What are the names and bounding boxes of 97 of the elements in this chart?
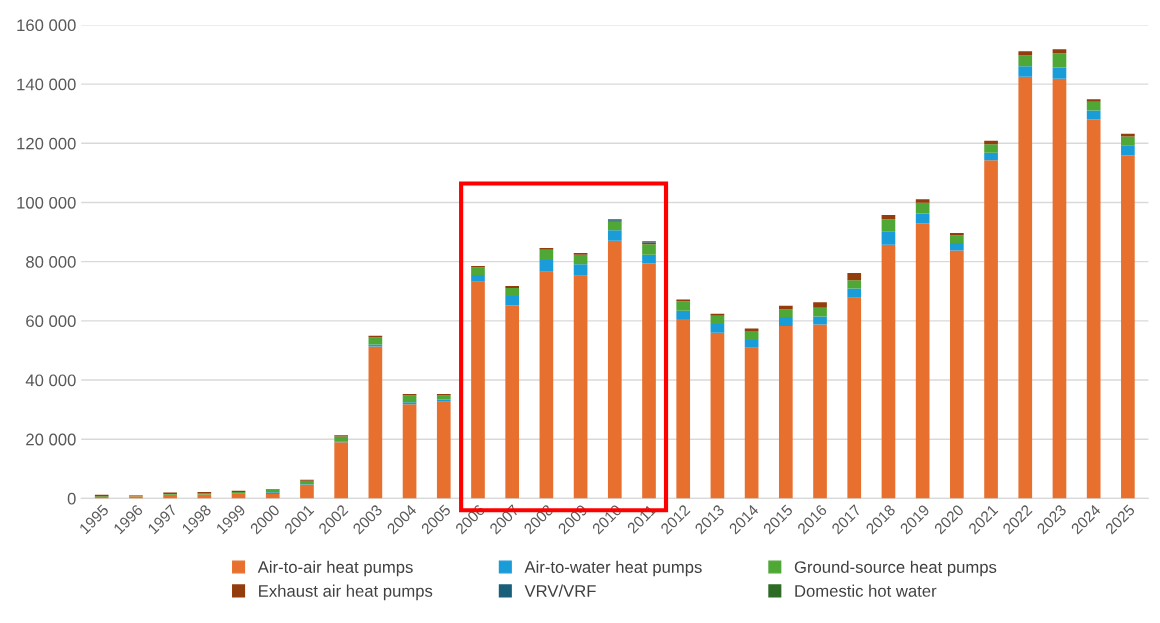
y-tick-label: 0 [67,492,76,505]
bar [1018,55,1033,67]
bar [573,264,588,276]
bar [539,249,554,260]
bar [402,402,417,405]
legend-label: Exhaust air heat pumps [259,584,433,601]
bar [881,219,896,232]
bar [915,223,930,499]
bar [813,307,827,317]
bar [950,235,964,244]
bar [265,493,280,499]
bar [984,144,998,153]
bar [847,272,862,281]
bar [847,288,862,298]
bar [573,254,588,265]
bar [505,285,520,288]
bar [676,301,691,311]
bar [813,324,827,499]
bar [778,325,793,499]
bar [1086,119,1101,499]
y-tick-label: 20 000 [26,433,76,446]
bar [539,259,554,272]
bar [881,244,896,499]
bar [642,244,656,255]
bar [402,404,417,499]
bar [402,395,417,403]
bar [300,480,314,485]
bar [710,313,725,316]
bar [915,213,930,224]
bar [950,243,964,251]
bar [1121,145,1135,156]
y-tick-label: 60 000 [26,315,76,328]
bar [813,316,827,325]
bar [813,302,827,308]
bar [573,275,588,499]
bar [642,263,656,499]
bar [915,199,930,203]
bar [710,332,725,499]
bar [539,271,554,499]
bar [744,340,759,348]
bar [1018,66,1033,77]
bar [847,280,862,289]
bar [607,230,622,241]
bar [1018,76,1033,499]
y-tick-label: 120 000 [17,137,76,150]
legend-label: Air-to-air heat pumps [257,560,413,577]
bar [471,274,485,282]
bar [1052,67,1067,79]
bar [778,317,793,326]
bar [505,295,520,306]
bar [471,267,485,275]
bar [984,160,998,499]
bar [710,315,725,325]
y-tick-label: 40 000 [25,374,76,387]
bar [505,288,520,296]
bar [368,337,383,345]
bar [1052,78,1067,499]
bar [607,221,622,231]
bar [881,231,896,245]
bar [744,347,759,499]
legend-label: Air-to-water heat pumps [524,560,702,577]
y-tick-label: 140 000 [17,78,76,91]
bar [368,344,383,347]
bar [436,399,451,402]
bar [334,442,348,499]
bar [1018,51,1033,56]
bar [710,324,725,333]
bar [471,281,485,499]
bar [1086,99,1101,102]
bar [368,346,383,499]
y-tick-label: 80 000 [26,256,76,268]
bar [950,232,964,236]
bar [984,152,998,161]
bar [744,330,759,341]
bar [950,250,964,499]
bar [676,319,691,499]
legend-label: Domestic hot water [795,584,937,597]
bar [1121,155,1135,499]
bar [436,401,451,499]
bar [1052,49,1067,54]
bar [1086,101,1101,111]
bar [778,309,793,317]
bar [1052,53,1067,68]
bar [300,484,314,499]
legend-label: VRV/VRF [524,584,596,597]
bar [778,305,793,310]
bar [642,254,656,264]
bar [1086,110,1101,120]
bar [1121,136,1135,146]
y-tick-label: 160 000 [17,19,76,32]
legend-label: Ground-source heat pumps [794,560,997,577]
bar [607,240,622,499]
bar [505,305,520,499]
bar [847,297,862,499]
bar [676,310,691,320]
y-tick-label: 100 000 [17,196,76,209]
bar [436,395,451,400]
